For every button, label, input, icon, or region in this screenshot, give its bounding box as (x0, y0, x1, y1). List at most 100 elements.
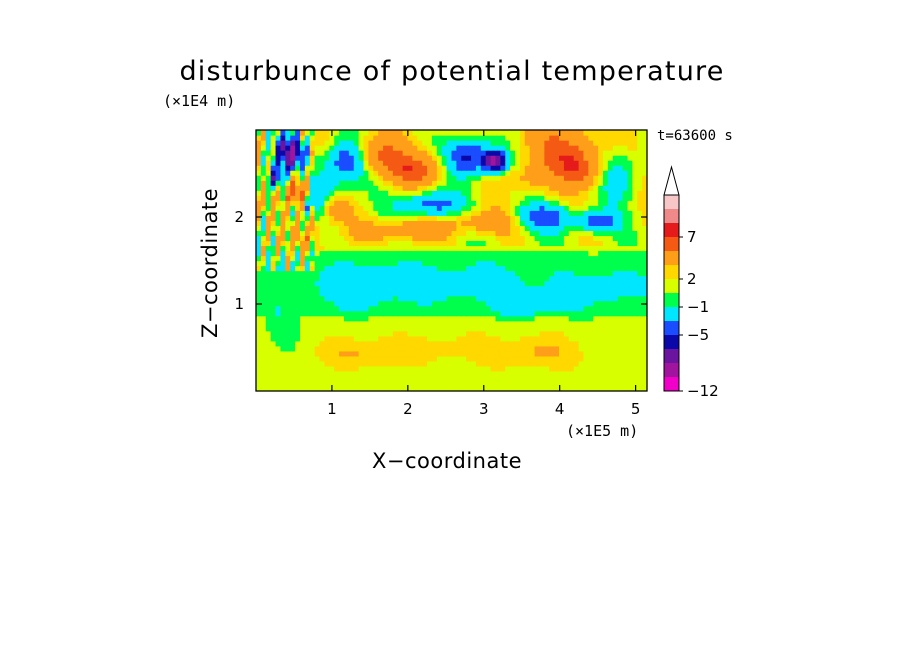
field-cell (314, 280, 321, 287)
field-cell (392, 335, 399, 342)
field-cell (485, 300, 492, 307)
field-cell (607, 280, 614, 287)
field-cell (583, 280, 589, 287)
field-cell (304, 240, 311, 247)
field-cell (358, 155, 365, 161)
field-cell (622, 270, 629, 277)
field-cell (519, 170, 526, 176)
field-cell (578, 320, 585, 327)
field-cell (539, 325, 545, 332)
field-cell (295, 375, 301, 382)
field-cell (378, 260, 384, 267)
field-cell (422, 145, 428, 151)
field-cell (529, 175, 536, 181)
field-cell (324, 365, 330, 372)
field-cell (593, 345, 599, 352)
colorbar-swatch (664, 293, 679, 308)
field-cell (554, 265, 560, 272)
field-cell (358, 165, 365, 171)
field-cell (363, 355, 370, 362)
field-cell (324, 340, 330, 347)
field-cell (280, 375, 286, 382)
field-cell (632, 300, 638, 307)
field-cell (446, 255, 453, 262)
field-cell (407, 260, 413, 267)
field-cell (622, 200, 629, 206)
field-cell (353, 135, 360, 141)
field-cell (275, 265, 282, 272)
field-cell (290, 330, 296, 337)
field-cell (324, 275, 330, 282)
field-cell (427, 205, 433, 211)
field-cell (539, 310, 545, 317)
field-cell (339, 305, 345, 312)
field-cell (637, 190, 643, 196)
field-cell (373, 230, 379, 236)
field-cell (407, 130, 413, 136)
field-cell (480, 140, 487, 146)
field-cell (475, 360, 482, 367)
field-cell (290, 290, 296, 297)
field-cell (290, 210, 296, 216)
field-cell (290, 310, 296, 317)
field-cell (544, 195, 550, 201)
field-cell (485, 225, 492, 231)
field-cell (485, 235, 492, 242)
field-cell (466, 145, 472, 151)
field-cell (358, 190, 365, 196)
field-cell (573, 305, 580, 312)
field-cell (554, 350, 560, 357)
field-cell (490, 200, 497, 206)
field-cell (515, 265, 521, 272)
field-cell (427, 225, 433, 231)
field-cell (563, 240, 570, 247)
field-cell (642, 355, 647, 362)
field-cell (573, 130, 580, 136)
field-cell (441, 250, 448, 257)
field-cell (256, 305, 262, 312)
field-cell (363, 150, 370, 156)
field-cell (544, 305, 550, 312)
field-cell (275, 295, 282, 302)
field-cell (329, 215, 335, 221)
field-cell (549, 160, 555, 166)
field-cell (260, 175, 267, 181)
field-cell (563, 155, 570, 161)
field-cell (510, 250, 516, 257)
field-cell (568, 320, 575, 327)
field-cell (588, 205, 594, 211)
field-cell (304, 310, 311, 317)
field-cell (524, 345, 531, 352)
field-cell (485, 240, 492, 247)
field-cell (265, 185, 272, 191)
field-cell (265, 280, 272, 287)
field-cell (471, 150, 477, 156)
field-cell (412, 295, 418, 302)
field-cell (299, 235, 306, 242)
field-cell (559, 160, 565, 166)
field-cell (510, 300, 516, 307)
field-cell (578, 335, 585, 342)
field-cell (583, 185, 589, 191)
field-cell (299, 130, 306, 136)
field-cell (427, 255, 433, 262)
field-cell (495, 215, 501, 221)
field-cell (622, 170, 629, 176)
field-cell (524, 315, 531, 322)
field-cell (304, 385, 311, 391)
field-cell (451, 370, 457, 377)
field-cell (397, 310, 404, 317)
field-cell (559, 345, 565, 352)
field-cell (475, 295, 482, 302)
field-cell (554, 270, 560, 277)
field-cell (256, 165, 262, 171)
field-cell (285, 370, 291, 377)
field-cell (339, 170, 345, 176)
field-cell (256, 230, 262, 236)
field-cell (353, 295, 360, 302)
field-cell (622, 205, 629, 211)
field-cell (524, 350, 531, 357)
field-cell (314, 220, 321, 226)
field-cell (309, 345, 316, 352)
field-cell (451, 200, 457, 206)
